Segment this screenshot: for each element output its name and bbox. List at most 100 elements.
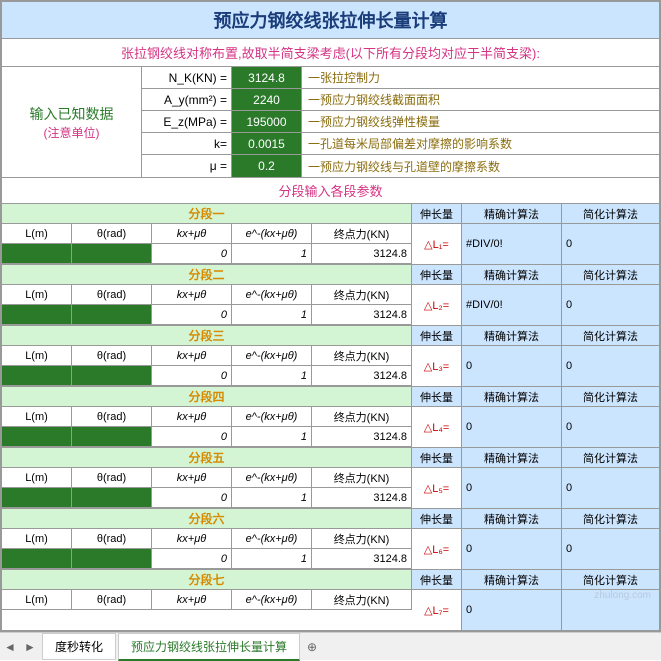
param-key: N_K(KN) = <box>142 67 232 88</box>
endforce-value-cell: 3124.8 <box>312 488 412 508</box>
col-header-endforce: 终点力(KN) <box>312 407 412 427</box>
delta-label: △L₂= <box>412 285 462 325</box>
kx-value-cell: 0 <box>152 305 232 325</box>
col-header-elongation: 伸长量 <box>412 387 462 407</box>
segment-value-row: 0 1 3124.8 <box>2 549 412 569</box>
input-section: 输入已知数据 (注意单位) N_K(KN) = 3124.8 一张拉控制力 A_… <box>1 67 660 178</box>
theta-input-cell[interactable] <box>72 244 152 264</box>
col-header-theta: θ(rad) <box>72 468 152 488</box>
col-header-endforce: 终点力(KN) <box>312 224 412 244</box>
L-input-cell[interactable] <box>2 549 72 569</box>
segment-title: 分段四 <box>2 387 412 407</box>
col-header-kx: kx+μθ <box>152 529 232 549</box>
kx-value-cell: 0 <box>152 244 232 264</box>
theta-input-cell[interactable] <box>72 549 152 569</box>
segment-title: 分段七 <box>2 570 412 590</box>
param-value-cell[interactable]: 0.2 <box>232 155 302 177</box>
segment-title: 分段二 <box>2 265 412 285</box>
segment-right: 伸长量 精确计算法 简化计算法 △L₃= 0 0 <box>412 326 659 386</box>
segment-right: 伸长量 精确计算法 简化计算法 △L₂= #DIV/0! 0 <box>412 265 659 325</box>
segment-left: 分段一 L(m) θ(rad) kx+μθ e^-(kx+μθ) 终点力(KN)… <box>2 204 412 264</box>
spreadsheet-container: 预应力钢绞线张拉伸长量计算 张拉钢绞线对称布置,故取半简支梁考虑(以下所有分段均… <box>0 0 661 632</box>
col-header-simple: 简化计算法 <box>562 326 659 346</box>
segment-left: 分段五 L(m) θ(rad) kx+μθ e^-(kx+μθ) 终点力(KN)… <box>2 448 412 508</box>
col-header-theta: θ(rad) <box>72 407 152 427</box>
col-header-exp: e^-(kx+μθ) <box>232 529 312 549</box>
tab-degree-convert[interactable]: 度秒转化 <box>42 633 116 660</box>
col-header-precise: 精确计算法 <box>462 326 562 346</box>
segment-value-row: 0 1 3124.8 <box>2 488 412 508</box>
kx-value-cell: 0 <box>152 366 232 386</box>
param-key: E_z(MPa) = <box>142 111 232 132</box>
col-header-precise: 精确计算法 <box>462 509 562 529</box>
segment-right: 伸长量 精确计算法 简化计算法 △L₄= 0 0 <box>412 387 659 447</box>
exp-value-cell: 1 <box>232 244 312 264</box>
segment-right: 伸长量 精确计算法 简化计算法 △L₁= #DIV/0! 0 <box>412 204 659 264</box>
segment-block: 分段五 L(m) θ(rad) kx+μθ e^-(kx+μθ) 终点力(KN)… <box>1 448 660 509</box>
segment-block: 分段七 L(m) θ(rad) kx+μθ e^-(kx+μθ) 终点力(KN)… <box>1 570 660 631</box>
col-header-endforce: 终点力(KN) <box>312 468 412 488</box>
page-subtitle: 张拉钢绞线对称布置,故取半简支梁考虑(以下所有分段均对应于半简支梁): <box>1 39 660 67</box>
col-header-precise: 精确计算法 <box>462 387 562 407</box>
param-value-cell[interactable]: 195000 <box>232 111 302 132</box>
tab-next-button[interactable]: ► <box>20 640 40 654</box>
param-row: μ = 0.2 一预应力钢绞线与孔道壁的摩擦系数 <box>142 155 659 177</box>
segment-left: 分段三 L(m) θ(rad) kx+μθ e^-(kx+μθ) 终点力(KN)… <box>2 326 412 386</box>
tab-elongation-calc[interactable]: 预应力钢绞线张拉伸长量计算 <box>118 633 300 661</box>
L-input-cell[interactable] <box>2 488 72 508</box>
L-input-cell[interactable] <box>2 366 72 386</box>
segment-block: 分段三 L(m) θ(rad) kx+μθ e^-(kx+μθ) 终点力(KN)… <box>1 326 660 387</box>
col-header-elongation: 伸长量 <box>412 326 462 346</box>
col-header-L: L(m) <box>2 529 72 549</box>
L-input-cell[interactable] <box>2 427 72 447</box>
precise-result-cell: 0 <box>462 468 562 508</box>
col-header-simple: 简化计算法 <box>562 387 659 407</box>
segment-block: 分段六 L(m) θ(rad) kx+μθ e^-(kx+μθ) 终点力(KN)… <box>1 509 660 570</box>
segment-title: 分段三 <box>2 326 412 346</box>
kx-value-cell: 0 <box>152 488 232 508</box>
segment-header-row: L(m) θ(rad) kx+μθ e^-(kx+μθ) 终点力(KN) <box>2 529 412 549</box>
precise-result-cell: 0 <box>462 346 562 386</box>
segment-left: 分段四 L(m) θ(rad) kx+μθ e^-(kx+μθ) 终点力(KN)… <box>2 387 412 447</box>
precise-result-cell: 0 <box>462 590 562 630</box>
param-value-cell[interactable]: 2240 <box>232 89 302 110</box>
segment-header-row: L(m) θ(rad) kx+μθ e^-(kx+μθ) 终点力(KN) <box>2 285 412 305</box>
param-description: 一张拉控制力 <box>302 67 659 88</box>
segment-value-row: 0 1 3124.8 <box>2 366 412 386</box>
delta-label: △L₆= <box>412 529 462 569</box>
section-header: 分段输入各段参数 <box>1 178 660 204</box>
param-value-cell[interactable]: 0.0015 <box>232 133 302 154</box>
segment-header-row: L(m) θ(rad) kx+μθ e^-(kx+μθ) 终点力(KN) <box>2 346 412 366</box>
theta-input-cell[interactable] <box>72 366 152 386</box>
segment-left: 分段七 L(m) θ(rad) kx+μθ e^-(kx+μθ) 终点力(KN) <box>2 570 412 630</box>
segment-right: 伸长量 精确计算法 简化计算法 △L₆= 0 0 <box>412 509 659 569</box>
theta-input-cell[interactable] <box>72 488 152 508</box>
exp-value-cell: 1 <box>232 549 312 569</box>
tab-prev-button[interactable]: ◄ <box>0 640 20 654</box>
col-header-kx: kx+μθ <box>152 468 232 488</box>
col-header-kx: kx+μθ <box>152 285 232 305</box>
theta-input-cell[interactable] <box>72 305 152 325</box>
endforce-value-cell: 3124.8 <box>312 427 412 447</box>
segment-right: 伸长量 精确计算法 简化计算法 △L₅= 0 0 <box>412 448 659 508</box>
param-value-cell[interactable]: 3124.8 <box>232 67 302 88</box>
col-header-endforce: 终点力(KN) <box>312 285 412 305</box>
segment-block: 分段二 L(m) θ(rad) kx+μθ e^-(kx+μθ) 终点力(KN)… <box>1 265 660 326</box>
theta-input-cell[interactable] <box>72 427 152 447</box>
tab-add-button[interactable]: ⊕ <box>300 640 324 654</box>
kx-value-cell: 0 <box>152 549 232 569</box>
param-key: A_y(mm²) = <box>142 89 232 110</box>
L-input-cell[interactable] <box>2 305 72 325</box>
delta-label: △L₃= <box>412 346 462 386</box>
col-header-simple: 简化计算法 <box>562 570 659 590</box>
precise-result-cell: 0 <box>462 529 562 569</box>
kx-value-cell: 0 <box>152 427 232 447</box>
col-header-L: L(m) <box>2 224 72 244</box>
col-header-L: L(m) <box>2 590 72 610</box>
col-header-exp: e^-(kx+μθ) <box>232 224 312 244</box>
delta-label: △L₇= <box>412 590 462 630</box>
L-input-cell[interactable] <box>2 244 72 264</box>
exp-value-cell: 1 <box>232 305 312 325</box>
col-header-endforce: 终点力(KN) <box>312 590 412 610</box>
segment-title: 分段一 <box>2 204 412 224</box>
